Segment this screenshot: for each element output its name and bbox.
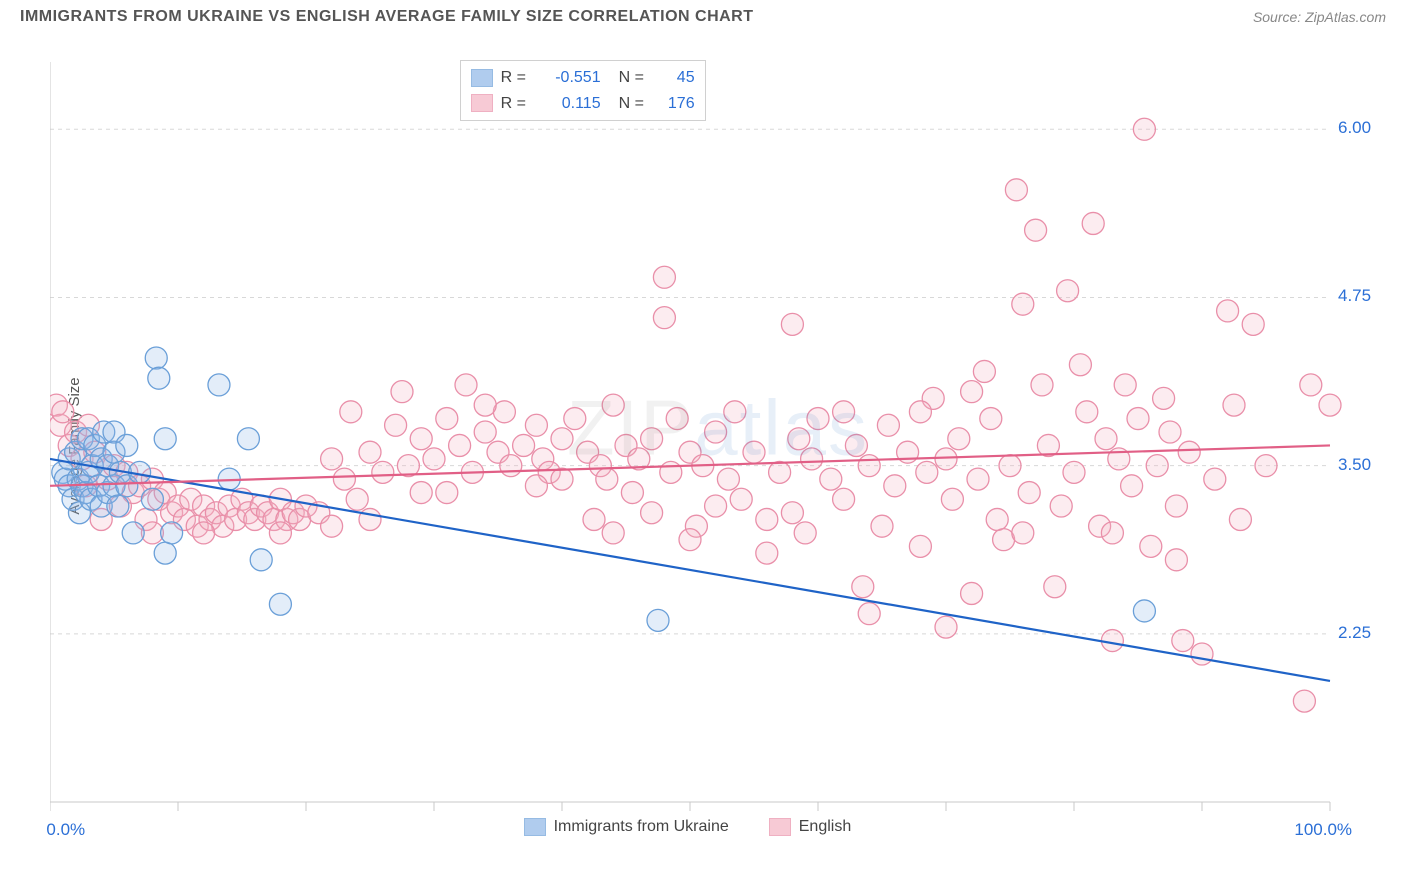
- n-value: 45: [655, 65, 695, 91]
- legend-item: English: [769, 818, 851, 836]
- legend-swatch: [471, 69, 493, 87]
- chart-area: ZIPatlas R =-0.551N =45R =0.115N =176 Im…: [50, 50, 1386, 872]
- source-name: ZipAtlas.com: [1305, 9, 1386, 25]
- legend-label: Immigrants from Ukraine: [554, 818, 729, 836]
- legend-swatch: [769, 818, 791, 836]
- series-legend: Immigrants from Ukraine English: [524, 818, 852, 836]
- chart-title: IMMIGRANTS FROM UKRAINE VS ENGLISH AVERA…: [20, 8, 754, 26]
- legend-item: Immigrants from Ukraine: [524, 818, 729, 836]
- n-label: N =: [619, 65, 647, 91]
- x-tick-label: 0.0%: [46, 820, 85, 840]
- source-attribution: Source: ZipAtlas.com: [1253, 9, 1386, 25]
- r-label: R =: [501, 65, 529, 91]
- source-label: Source:: [1253, 9, 1301, 25]
- correlation-legend: R = -0.551 N = 45 R = 0.115 N = 176: [460, 60, 706, 121]
- legend-row: R = -0.551 N = 45: [471, 65, 695, 91]
- n-label: N =: [619, 91, 647, 117]
- y-tick-label: 2.25: [1338, 623, 1371, 643]
- title-bar: IMMIGRANTS FROM UKRAINE VS ENGLISH AVERA…: [0, 0, 1406, 30]
- y-tick-label: 4.75: [1338, 286, 1371, 306]
- r-label: R =: [501, 91, 529, 117]
- legend-row: R = 0.115 N = 176: [471, 91, 695, 117]
- scatter-chart: [50, 50, 1386, 872]
- legend-swatch: [471, 94, 493, 112]
- r-value: 0.115: [537, 91, 601, 117]
- legend-label: English: [799, 818, 851, 836]
- legend-swatch: [524, 818, 546, 836]
- x-tick-label: 100.0%: [1294, 820, 1352, 840]
- y-tick-label: 6.00: [1338, 118, 1371, 138]
- n-value: 176: [655, 91, 695, 117]
- r-value: -0.551: [537, 65, 601, 91]
- y-tick-label: 3.50: [1338, 455, 1371, 475]
